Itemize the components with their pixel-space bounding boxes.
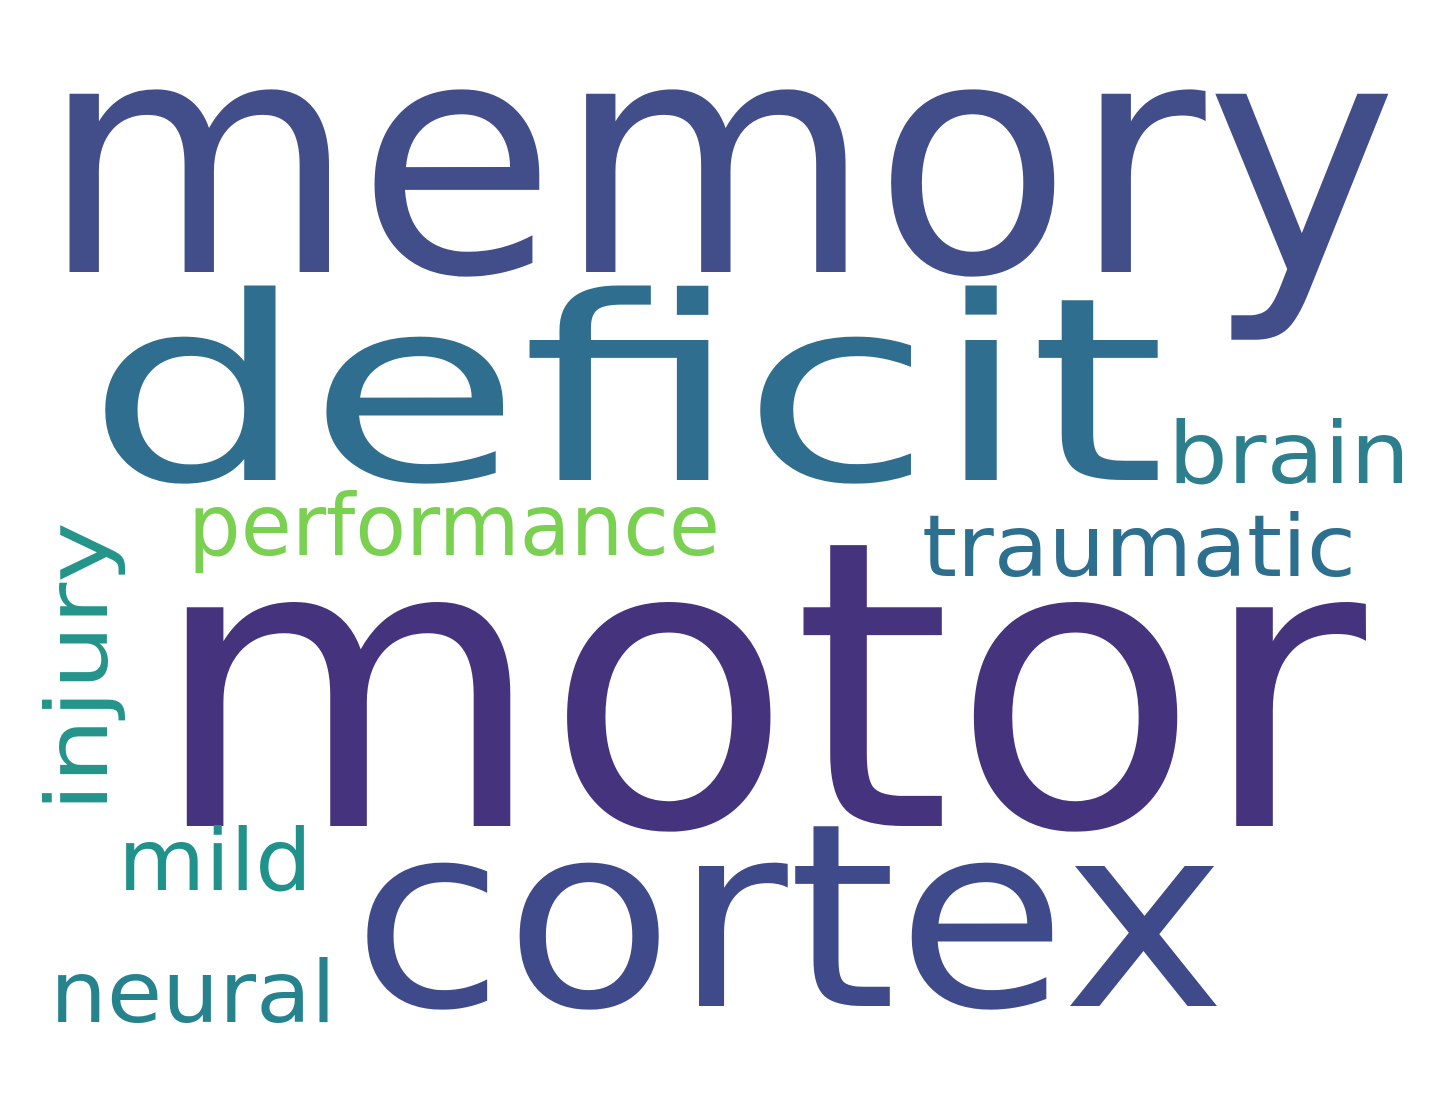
word-mild: mild xyxy=(118,811,312,911)
word-neural: neural xyxy=(50,943,336,1043)
word-performance: performance xyxy=(188,476,720,576)
word-traumatic: traumatic xyxy=(922,497,1356,597)
word-deficit: deficit xyxy=(86,243,1166,541)
word-injury: injury xyxy=(28,522,128,812)
word-motor: motor xyxy=(150,456,1370,921)
word-brain: brain xyxy=(1168,404,1410,504)
word-memory: memory xyxy=(40,0,1398,349)
word-cortex: cortex xyxy=(352,769,1226,1067)
